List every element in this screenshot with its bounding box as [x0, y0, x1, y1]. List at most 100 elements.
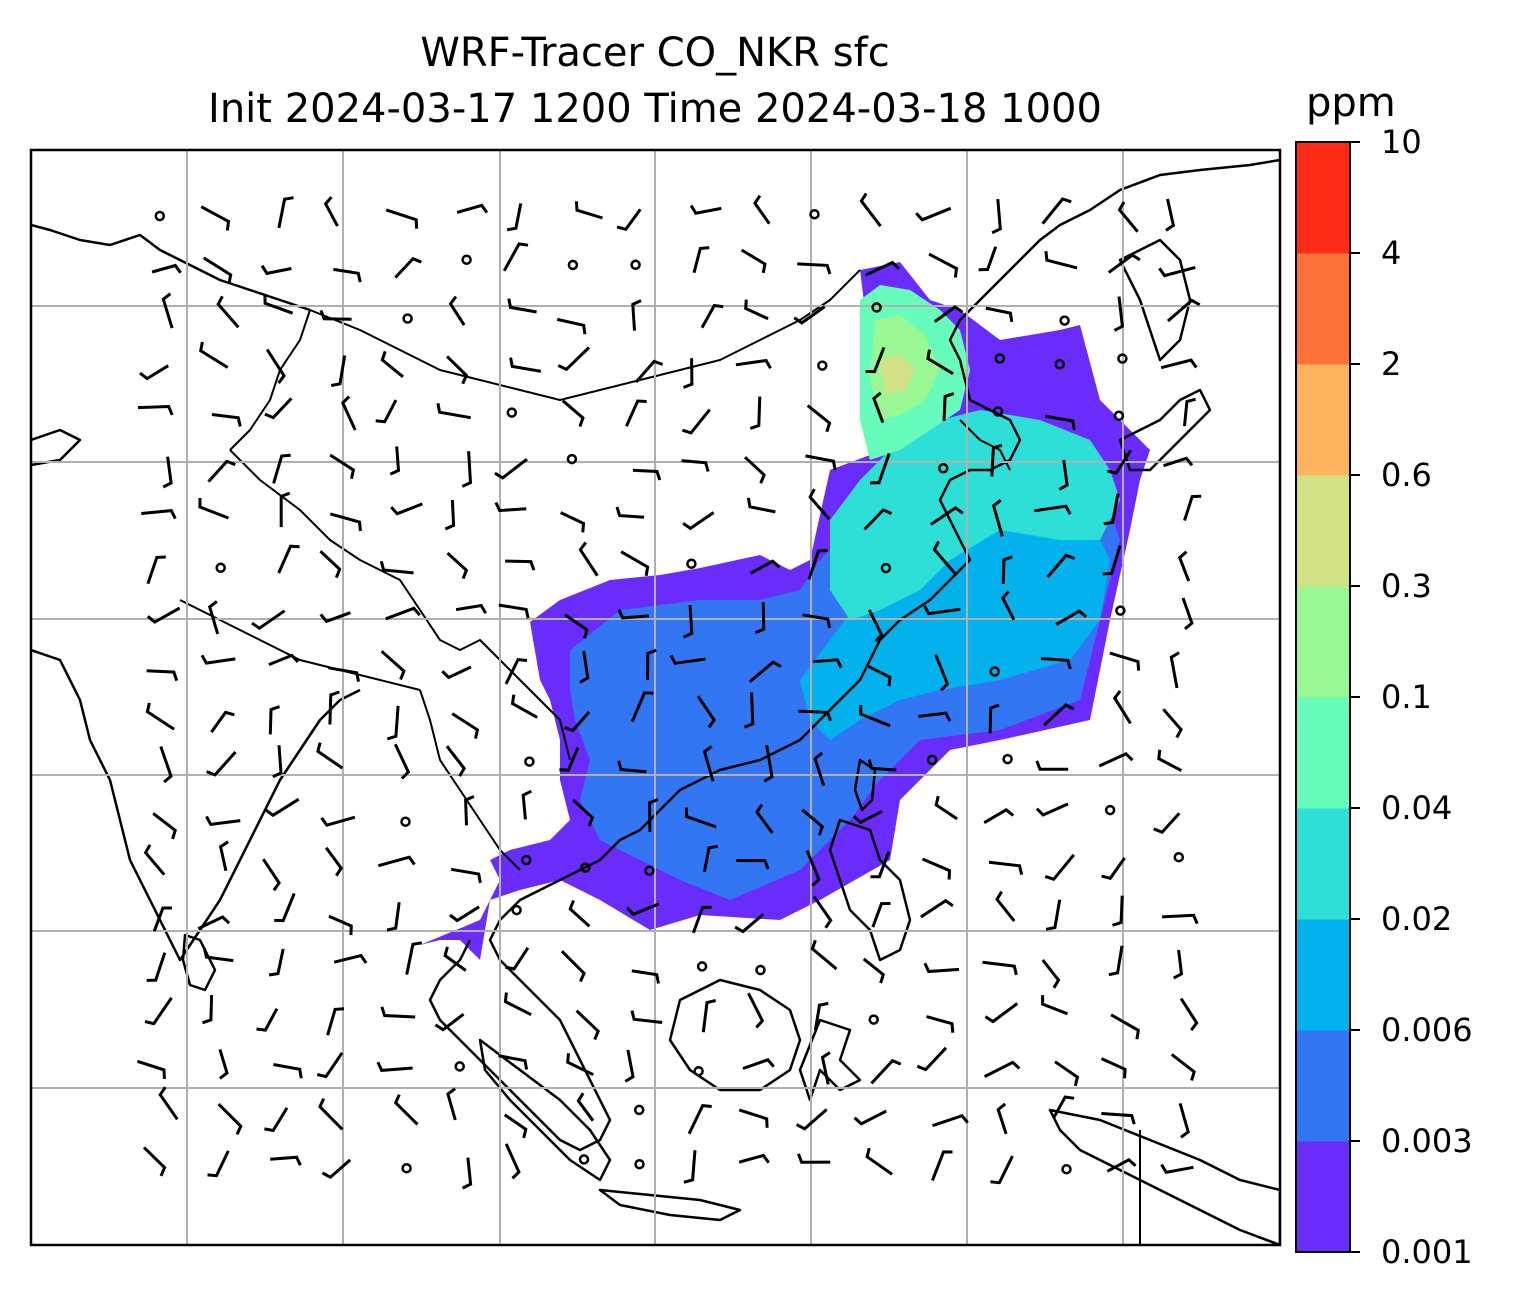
wind-barb [870, 851, 891, 879]
wind-barb [916, 1046, 948, 1072]
wind-barb [217, 1103, 243, 1136]
wind-barb [802, 613, 832, 629]
wind-barb [926, 1015, 955, 1033]
wind-barb [682, 511, 715, 531]
wind-barb [198, 497, 229, 520]
wind-barb [1041, 958, 1061, 989]
wind-barb [318, 1097, 344, 1131]
coastline-new-guinea [1048, 1108, 1280, 1245]
coastline-sulawesi [798, 1018, 862, 1102]
wind-barb [386, 902, 401, 932]
wind-barb [1109, 651, 1141, 671]
wind-barb [277, 544, 300, 574]
wind-barb [1098, 752, 1134, 768]
coastline-borneo [668, 978, 802, 1092]
wind-barb [923, 604, 961, 616]
wind-barb [810, 939, 838, 971]
calm-wind-marker [926, 754, 938, 766]
wind-barb [749, 559, 781, 575]
calm-wind-marker [817, 360, 828, 371]
wind-barb [207, 459, 236, 483]
wind-barb [681, 408, 711, 435]
title-line-2: Init 2024-03-17 1200 Time 2024-03-18 100… [208, 86, 1102, 132]
wind-barb [625, 399, 647, 427]
map-border [29, 148, 1282, 1247]
wind-barb [568, 899, 591, 928]
wind-barb [983, 807, 1015, 824]
border-china-south [229, 449, 571, 761]
wind-barb [1034, 504, 1072, 515]
coastline-japan [1118, 388, 1212, 472]
calm-wind-marker [871, 302, 882, 313]
wind-barb [632, 468, 662, 481]
wind-barb [942, 392, 955, 421]
wind-barb [796, 1153, 831, 1164]
wind-barb [1177, 550, 1191, 582]
wind-barb [199, 341, 229, 369]
wind-barb [1101, 857, 1126, 881]
wind-barb [926, 349, 954, 375]
wind-barb [556, 317, 587, 335]
calm-wind-marker [1113, 410, 1125, 422]
wind-barb [1158, 265, 1196, 278]
wind-barb [747, 992, 765, 1029]
wind-barb [268, 653, 300, 666]
wind-barb [151, 263, 182, 274]
colorbar-tick-label: 0.003 [1381, 1122, 1473, 1160]
wind-barb [1165, 198, 1176, 232]
wind-barb [574, 201, 603, 220]
wind-barb [795, 1108, 828, 1131]
wind-barb [807, 549, 828, 580]
wind-barb [865, 1147, 893, 1176]
wind-barb [316, 1051, 344, 1079]
wind-barb [461, 1157, 473, 1190]
coastline-china-korea [539, 158, 1280, 892]
wind-barb [328, 666, 360, 682]
calm-wind-marker [215, 562, 226, 574]
wind-barb [626, 902, 660, 917]
wind-barb [870, 1058, 902, 1085]
calm-wind-marker [580, 862, 591, 873]
wind-barb [385, 208, 419, 229]
wind-barb [793, 305, 826, 325]
wind-barb [1100, 1057, 1127, 1079]
wind-barb [1058, 459, 1069, 491]
border-korea [959, 419, 1011, 471]
border-mongolia [309, 269, 861, 401]
coastline-west [31, 223, 311, 312]
wind-barb [324, 846, 344, 877]
wind-barb [1110, 1013, 1140, 1040]
wind-barb [995, 890, 1016, 923]
colorbar-tick-label: 0.1 [1381, 678, 1432, 716]
wind-barb [696, 695, 716, 729]
wind-barb [932, 540, 957, 575]
coastline-indochina [428, 888, 612, 1152]
wind-barb [142, 1146, 167, 1177]
wind-barb [1040, 657, 1072, 670]
calm-wind-marker [992, 406, 1004, 417]
wind-barb [1170, 1053, 1196, 1081]
calm-wind-marker [755, 964, 766, 976]
wind-barb [498, 1054, 529, 1070]
wind-barb [923, 962, 960, 974]
wind-barb [988, 860, 1024, 875]
wind-barb [682, 605, 694, 639]
wind-barb [279, 491, 291, 528]
wind-barb [742, 1058, 775, 1070]
colorbar-segment [1296, 697, 1350, 809]
wind-barb [615, 506, 645, 519]
wind-barb [1117, 201, 1139, 233]
calm-wind-marker [1059, 315, 1070, 326]
wind-barb [1045, 414, 1076, 431]
wind-barb [978, 246, 998, 272]
wind-barb [207, 1150, 230, 1178]
wind-barb [813, 1001, 829, 1031]
wind-barb [464, 795, 475, 826]
wind-barb [933, 305, 964, 323]
wind-barb [326, 1007, 345, 1036]
wind-barb [631, 969, 660, 984]
wind-barb [805, 454, 837, 471]
wind-barb [869, 452, 891, 485]
wind-barb [329, 453, 356, 480]
wind-barb [559, 747, 580, 772]
